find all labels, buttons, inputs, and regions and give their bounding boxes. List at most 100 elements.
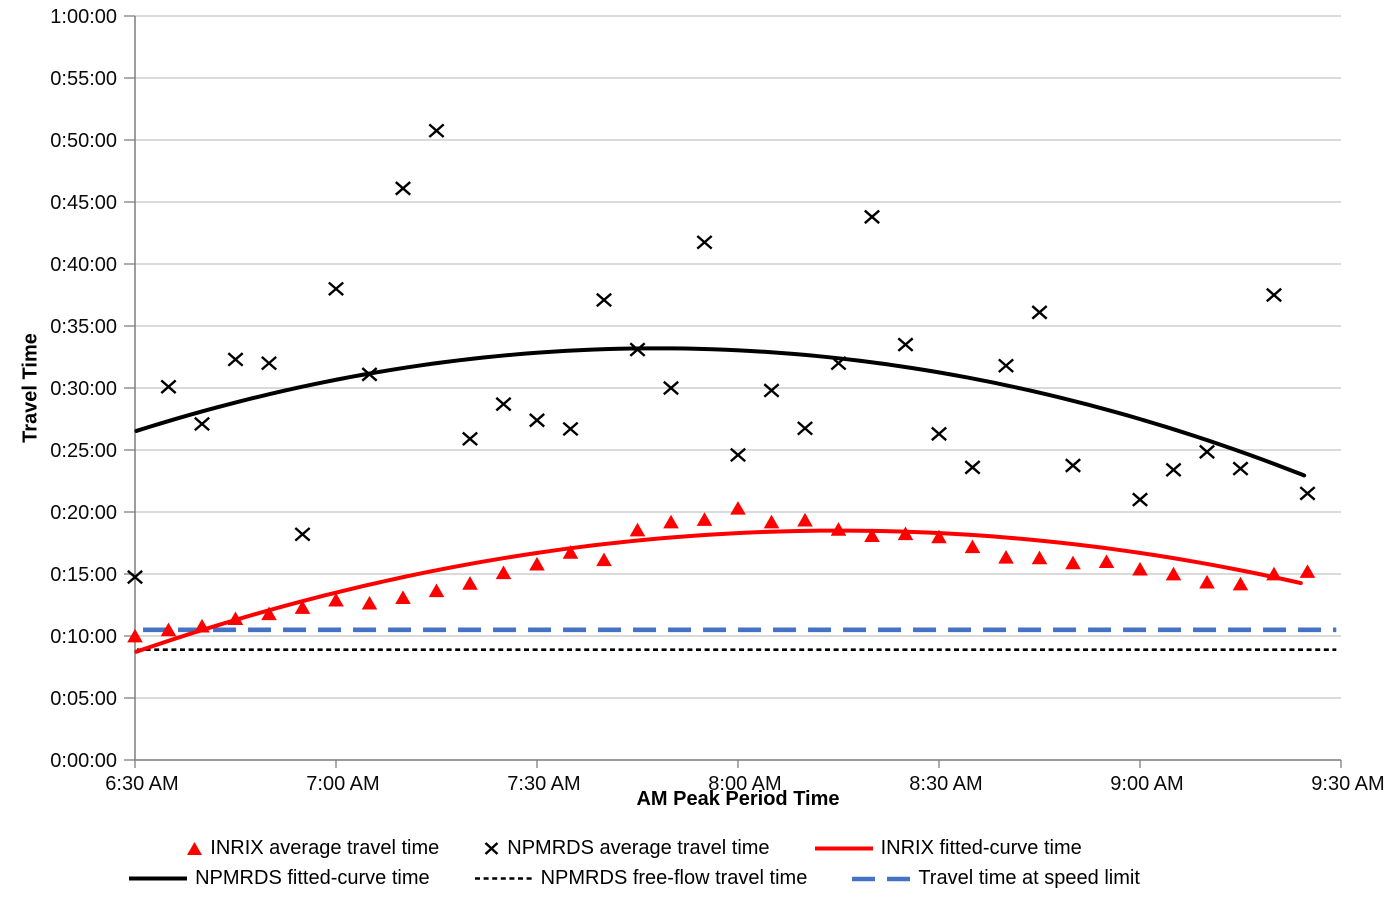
- inrix_avg-point: [529, 556, 545, 571]
- npmrds_avg-point: [127, 569, 143, 585]
- x-tick-label: 8:30 AM: [909, 773, 982, 795]
- npmrds_avg-point: [361, 367, 378, 382]
- legend-item-inrix-average: INRIX average travel time: [186, 837, 439, 860]
- npmrds_avg-point: [227, 352, 244, 367]
- inrix_avg-point: [1299, 564, 1316, 578]
- npmrds_avg-point: [1132, 492, 1148, 507]
- inrix_avg-point: [127, 628, 143, 643]
- solid-black-line-icon: [128, 874, 188, 883]
- legend-label: NPMRDS free-flow travel time: [540, 867, 808, 889]
- x-marker-icon: [483, 841, 500, 856]
- inrix_avg-point: [227, 611, 244, 626]
- inrix_avg-point: [1199, 574, 1215, 589]
- y-tick-label: 0:25:00: [50, 440, 117, 462]
- npmrds_avg-point: [964, 460, 981, 475]
- inrix_fit-curve: [134, 528, 1303, 654]
- inrix_avg-point: [328, 592, 344, 607]
- legend-row-2: NPMRDS fitted-curve time NPMRDS free-flo…: [128, 864, 1140, 893]
- y-tick-label: 0:00:00: [50, 750, 117, 772]
- legend-item-npmrds-average: NPMRDS average travel time: [483, 837, 770, 860]
- inrix_avg-point: [1266, 566, 1282, 581]
- x-tick-label: 7:00 AM: [306, 773, 379, 795]
- npmrds_avg-point: [428, 123, 445, 138]
- npmrds_avg-point: [261, 355, 277, 371]
- npmrds_avg-point: [830, 355, 847, 371]
- y-tick-label: 0:50:00: [50, 130, 117, 152]
- npmrds_avg-point: [897, 337, 914, 352]
- legend-label: NPMRDS average travel time: [507, 837, 770, 859]
- inrix_avg-point: [261, 606, 277, 621]
- inrix_avg-point: [696, 512, 713, 526]
- y-axis-title: Travel Time: [19, 333, 42, 443]
- inrix_avg-point: [663, 514, 679, 529]
- y-tick-label: 0:45:00: [50, 192, 117, 214]
- y-tick-label: 0:40:00: [50, 254, 117, 276]
- npmrds_avg-point: [998, 358, 1014, 373]
- legend-label: INRIX fitted-curve time: [880, 837, 1082, 859]
- inrix_avg-point: [964, 539, 981, 554]
- inrix_avg-point: [1098, 554, 1115, 568]
- npmrds_avg-point: [663, 380, 679, 396]
- inrix_avg-point: [1031, 550, 1048, 565]
- inrix_avg-point: [864, 528, 880, 542]
- inrix_avg-point: [562, 545, 579, 559]
- x-tick-label: 8:00 AM: [708, 773, 781, 795]
- legend-item-speed-limit: Travel time at speed limit: [851, 867, 1140, 890]
- npmrds_fit-curve: [134, 346, 1307, 478]
- npmrds_avg-point: [1199, 444, 1215, 460]
- legend-label: INRIX average travel time: [210, 837, 440, 859]
- npmrds_avg-point: [629, 342, 646, 357]
- legend-item-inrix-fitted: INRIX fitted-curve time: [814, 837, 1082, 860]
- legend: INRIX average travel time NPMRDS average…: [0, 834, 1334, 893]
- legend-label: NPMRDS fitted-curve time: [195, 867, 430, 889]
- npmrds_avg-point: [596, 292, 612, 308]
- plot-area: 0:00:00 0:05:00 0:10:00 0:15:00 0:20:00 0:25:…: [50, 6, 1384, 795]
- inrix_avg-point: [629, 522, 646, 537]
- npmrds_avg-point: [328, 281, 344, 297]
- npmrds_avg-point: [395, 181, 411, 196]
- triangle-marker-icon: [186, 841, 203, 856]
- dashed-blue-line-icon: [851, 874, 911, 884]
- legend-label: Travel time at speed limit: [918, 867, 1140, 889]
- inrix_avg-point: [428, 583, 445, 598]
- npmrds_avg-point: [1065, 458, 1081, 473]
- inrix_avg-point: [998, 550, 1014, 564]
- npmrds_avg-point: [294, 527, 311, 542]
- inrix_avg-point: [797, 512, 813, 527]
- npmrds_avg-point: [160, 379, 177, 394]
- inrix_avg-point: [1065, 555, 1081, 570]
- x-tick-label: 6:30 AM: [105, 773, 178, 795]
- y-tick-label: 0:30:00: [50, 378, 117, 400]
- y-tick-label: 1:00:00: [50, 6, 117, 28]
- inrix_avg-point: [730, 501, 746, 515]
- inrix_avg-point: [294, 600, 311, 614]
- legend-item-npmrds-fitted: NPMRDS fitted-curve time: [128, 867, 430, 890]
- x-tick-label: 9:30 AM: [1311, 773, 1384, 795]
- npmrds_avg-point: [797, 421, 813, 436]
- y-tick-label: 0:10:00: [50, 626, 117, 648]
- solid-red-line-icon: [814, 844, 874, 853]
- npmrds_avg-point: [1299, 486, 1316, 501]
- inrix_avg-point: [160, 622, 177, 637]
- npmrds_avg-point: [730, 447, 746, 463]
- inrix_avg-point: [462, 576, 478, 590]
- npmrds_avg-point: [1165, 462, 1182, 478]
- legend-item-npmrds-freeflow: NPMRDS free-flow travel time: [474, 867, 808, 890]
- inrix_avg-point: [495, 565, 512, 580]
- inrix_avg-point: [1165, 566, 1182, 581]
- x-tick-label: 7:30 AM: [507, 773, 580, 795]
- npmrds_avg-point: [931, 426, 947, 442]
- npmrds_avg-point: [864, 209, 880, 225]
- inrix_avg-point: [596, 552, 612, 567]
- npmrds_avg-point: [696, 235, 713, 250]
- x-axis-title: AM Peak Period Time: [636, 788, 840, 810]
- inrix_avg-point: [897, 526, 914, 541]
- y-tick-label: 0:55:00: [50, 68, 117, 90]
- npmrds_avg-point: [562, 421, 579, 437]
- npmrds_avg-point: [495, 396, 512, 412]
- y-tick-label: 0:05:00: [50, 688, 117, 710]
- x-tick-label: 9:00 AM: [1110, 773, 1183, 795]
- inrix_avg-point: [361, 595, 378, 610]
- inrix_avg-point: [1132, 561, 1148, 576]
